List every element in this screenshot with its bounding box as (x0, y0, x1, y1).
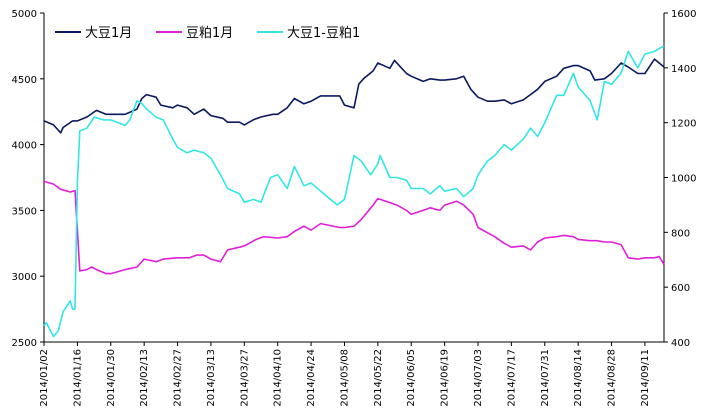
y-tick-label-left: 4000 (12, 141, 37, 152)
x-tick-label: 2014/05/08 (339, 349, 350, 407)
y-tick-label-left: 3500 (12, 206, 37, 217)
x-tick-label: 2014/08/14 (573, 349, 584, 407)
x-tick-label: 2014/02/13 (139, 349, 150, 407)
x-tick-label: 2014/05/22 (373, 349, 384, 407)
series-line-3 (43, 45, 665, 338)
x-tick-label: 2014/01/02 (39, 349, 50, 407)
legend-label: 大豆1-豆粕1 (287, 26, 360, 41)
x-tick-label: 2014/04/10 (273, 349, 284, 407)
x-tick-label: 2014/07/17 (506, 349, 517, 407)
x-tick-label: 2014/03/27 (239, 349, 250, 407)
y-tick-label-right: 1000 (671, 174, 696, 185)
y-tick-label-right: 1200 (671, 119, 696, 130)
y-tick-label-right: 1400 (671, 64, 696, 75)
y-tick-label-left: 3000 (12, 272, 37, 283)
x-tick-label: 2014/03/13 (206, 349, 217, 407)
axes: 5000 4500 4000 3500 3000 2500 1600 1400 1200 1000… (12, 9, 697, 407)
series-lines (43, 45, 665, 338)
x-tick-label: 2014/01/16 (72, 349, 83, 407)
legend-label: 豆粕1月 (186, 26, 233, 41)
y-tick-label-left: 2500 (12, 338, 37, 349)
x-tick-label: 2014/07/03 (473, 349, 484, 407)
x-tick-label: 2014/02/27 (173, 349, 184, 407)
x-tick-label: 2014/08/28 (607, 349, 618, 407)
series-line-2 (43, 180, 665, 275)
x-tick-label: 2014/06/05 (406, 349, 417, 407)
y-tick-label-left: 5000 (12, 9, 37, 20)
y-tick-label-left: 4500 (12, 75, 37, 86)
x-tick-label: 2014/01/30 (106, 349, 117, 407)
x-tick-label: 2014/06/19 (440, 349, 451, 407)
y-tick-label-right: 400 (671, 338, 690, 349)
x-tick-label: 2014/04/24 (306, 349, 317, 407)
x-tick-label: 2014/09/11 (640, 349, 651, 407)
y-tick-label-right: 1600 (671, 9, 696, 20)
y-tick-label-right: 600 (671, 283, 690, 294)
legend-label: 大豆1月 (85, 26, 132, 41)
y-tick-label-right: 800 (671, 228, 690, 239)
legend: 大豆1月 豆粕1月 大豆1-豆粕1 (55, 26, 360, 41)
x-tick-label: 2014/07/31 (540, 349, 551, 407)
series-line-1 (43, 58, 665, 134)
